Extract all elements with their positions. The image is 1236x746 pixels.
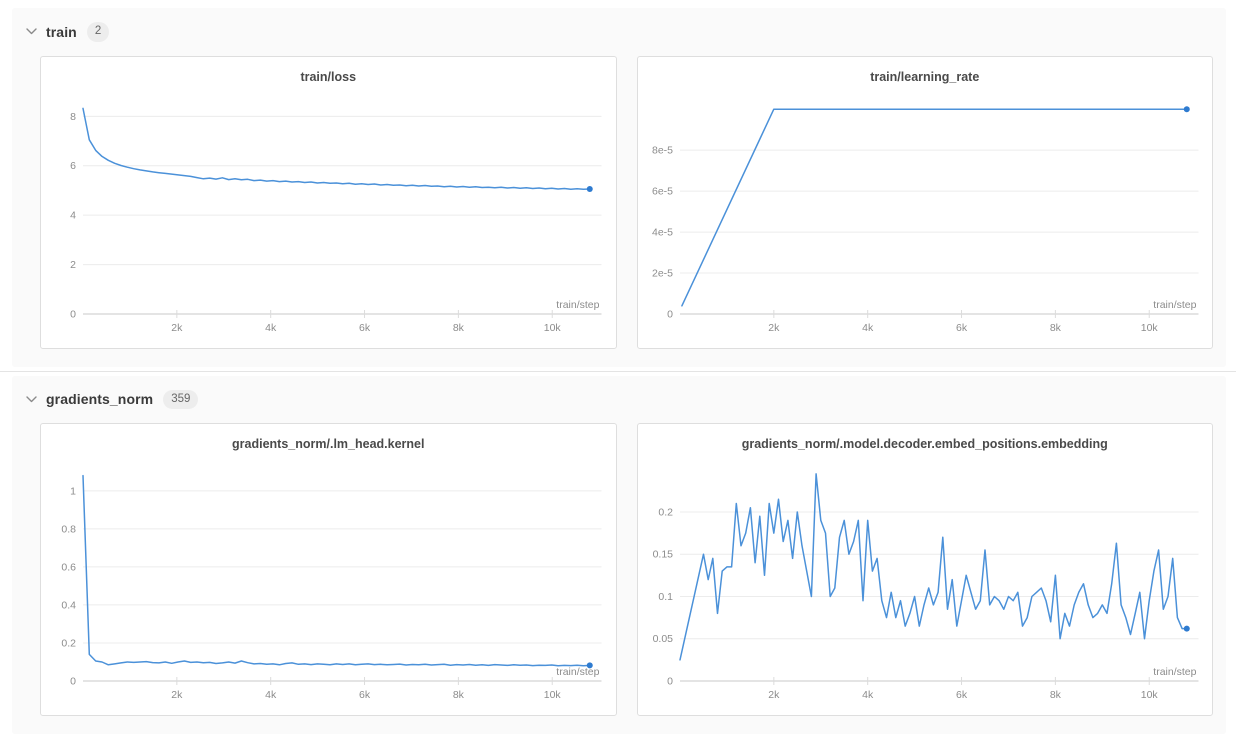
svg-text:6k: 6k	[359, 689, 371, 701]
section-gradients-norm-header[interactable]: gradients_norm 359	[12, 376, 1226, 424]
svg-text:10k: 10k	[1140, 689, 1158, 701]
svg-text:8: 8	[70, 110, 76, 122]
line-chart-gradients-norm-embed-positions[interactable]: 0 0.05 0.1 0.15 0.2 2k 4k 6k 8k 10k train/step	[638, 460, 1213, 713]
line-chart-gradients-norm-lm-head-kernel[interactable]: 0 0.2 0.4 0.6 0.8 1 2k 4k 6k 8k 10k train/step	[41, 460, 616, 713]
svg-text:train/step: train/step	[556, 666, 599, 678]
chart-title: gradients_norm/.model.decoder.embed_posi…	[741, 437, 1108, 451]
svg-text:8k: 8k	[1049, 689, 1061, 701]
svg-text:6e-5: 6e-5	[651, 185, 672, 197]
svg-text:10k: 10k	[544, 689, 562, 701]
svg-text:train/step: train/step	[1153, 299, 1196, 311]
section-train-label: train	[46, 23, 77, 40]
panel-train-loss[interactable]: train/loss 0 2 4 6 8 2k 4k 6k 8k 10k train/step	[40, 55, 617, 349]
svg-text:0.6: 0.6	[61, 561, 76, 573]
svg-text:6k: 6k	[955, 689, 967, 701]
section-train-header[interactable]: train 2	[12, 8, 1226, 56]
svg-text:2: 2	[70, 259, 76, 271]
chevron-down-icon[interactable]	[24, 25, 38, 39]
chart-title: train/loss	[300, 69, 357, 84]
svg-text:6k: 6k	[955, 322, 967, 334]
svg-text:0.4: 0.4	[61, 599, 76, 611]
svg-text:6: 6	[70, 160, 76, 172]
svg-text:8e-5: 8e-5	[651, 144, 672, 156]
svg-text:1: 1	[70, 485, 76, 497]
panel-train-learning-rate[interactable]: train/learning_rate 0 2e-5 4e-5 6e-5 8e-5 2k 4…	[636, 55, 1213, 349]
svg-text:0: 0	[70, 676, 76, 688]
section-train: train 2 train/loss 0 2 4 6 8 2k 4k 6k 8k 10k train…	[12, 8, 1226, 367]
svg-text:0.15: 0.15	[652, 549, 673, 561]
svg-text:0: 0	[70, 308, 76, 320]
svg-text:8k: 8k	[453, 689, 465, 701]
svg-text:train/step: train/step	[1153, 666, 1196, 678]
panel-gradients-norm-lm-head-kernel[interactable]: gradients_norm/.lm_head.kernel 0 0.2 0.4 0.…	[40, 423, 617, 716]
svg-text:0.8: 0.8	[61, 523, 76, 535]
svg-text:2k: 2k	[768, 322, 780, 334]
line-chart-train-learning-rate[interactable]: 0 2e-5 4e-5 6e-5 8e-5 2k 4k 6k 8k 10k train/step	[638, 93, 1213, 346]
svg-text:6k: 6k	[359, 322, 371, 334]
train-charts-row: train/loss 0 2 4 6 8 2k 4k 6k 8k 10k train/step tr…	[12, 55, 1226, 367]
svg-text:2e-5: 2e-5	[651, 267, 672, 279]
section-gradients-norm-label: gradients_norm	[46, 391, 154, 408]
chevron-down-icon[interactable]	[24, 392, 38, 406]
svg-text:0: 0	[667, 676, 673, 688]
svg-text:4k: 4k	[265, 689, 277, 701]
svg-text:10k: 10k	[1140, 322, 1158, 334]
panel-gradients-norm-embed-positions[interactable]: gradients_norm/.model.decoder.embed_posi…	[636, 423, 1213, 716]
section-gradients-norm: gradients_norm 359 gradients_norm/.lm_he…	[12, 375, 1226, 734]
svg-text:4k: 4k	[862, 689, 874, 701]
chart-title: gradients_norm/.lm_head.kernel	[232, 437, 425, 451]
svg-text:10k: 10k	[544, 322, 562, 334]
gradients-norm-charts-row: gradients_norm/.lm_head.kernel 0 0.2 0.4 0.…	[12, 423, 1226, 734]
svg-text:0.2: 0.2	[61, 637, 76, 649]
svg-text:4k: 4k	[862, 322, 874, 334]
svg-text:2k: 2k	[171, 322, 183, 334]
svg-text:2k: 2k	[768, 689, 780, 701]
svg-text:4: 4	[70, 209, 76, 221]
svg-text:0.2: 0.2	[658, 506, 673, 518]
svg-text:4k: 4k	[265, 322, 277, 334]
svg-text:0.1: 0.1	[658, 591, 673, 603]
section-train-count-badge: 2	[86, 22, 110, 42]
svg-text:0.05: 0.05	[652, 633, 673, 645]
svg-text:train/step: train/step	[556, 299, 599, 311]
section-divider	[0, 370, 1236, 372]
section-gradients-norm-count-badge: 359	[163, 389, 199, 409]
svg-text:8k: 8k	[1049, 322, 1061, 334]
svg-text:4e-5: 4e-5	[651, 226, 672, 238]
svg-text:0: 0	[667, 308, 673, 320]
chart-title: train/learning_rate	[870, 69, 980, 84]
svg-text:2k: 2k	[171, 689, 183, 701]
line-chart-train-loss[interactable]: 0 2 4 6 8 2k 4k 6k 8k 10k train/step	[41, 93, 616, 346]
svg-text:8k: 8k	[453, 322, 465, 334]
